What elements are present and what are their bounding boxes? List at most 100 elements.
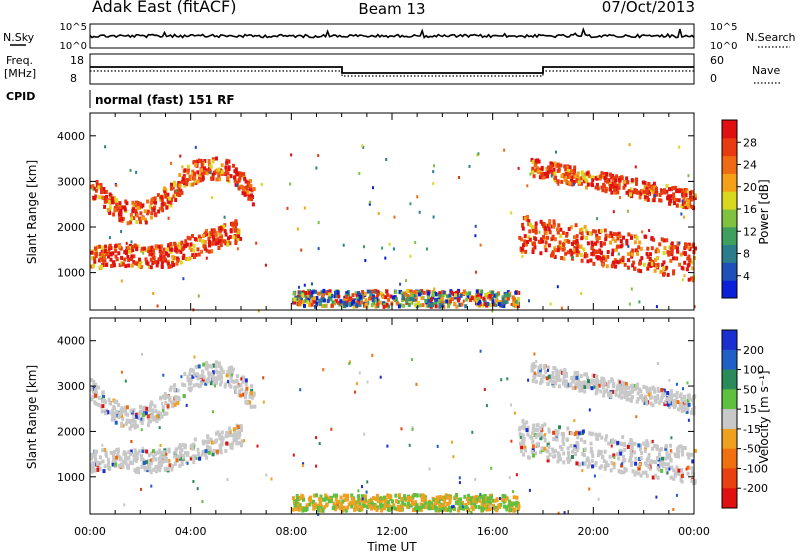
data-cell — [93, 454, 97, 459]
data-cell — [377, 498, 381, 502]
data-cell — [336, 503, 339, 507]
data-cell — [355, 382, 358, 386]
data-cell — [175, 261, 179, 266]
data-cell — [290, 153, 293, 157]
data-cell — [201, 239, 204, 244]
data-cell — [623, 447, 627, 452]
data-cell — [127, 258, 131, 263]
data-cell — [594, 432, 598, 437]
data-cell — [491, 504, 495, 509]
data-cell — [552, 167, 556, 172]
data-cell — [319, 508, 323, 513]
data-cell — [593, 250, 597, 255]
data-cell — [473, 502, 477, 507]
colorbar-tick-label: 28 — [743, 136, 757, 149]
data-cell — [643, 400, 647, 405]
data-cell — [403, 291, 407, 296]
data-cell — [585, 372, 588, 377]
data-cell — [199, 177, 203, 182]
data-cell — [133, 425, 137, 430]
data-cell — [117, 403, 121, 408]
data-cell — [343, 304, 347, 309]
data-cell — [387, 304, 391, 309]
data-cell — [490, 466, 493, 470]
data-cell — [465, 507, 469, 512]
data-cell — [422, 290, 426, 295]
data-cell — [430, 303, 434, 308]
data-cell — [205, 455, 209, 460]
data-cell — [531, 250, 535, 254]
data-cell — [453, 301, 457, 306]
data-cell — [181, 165, 184, 169]
data-cell — [448, 299, 452, 304]
data-cell — [140, 428, 143, 432]
data-cell — [160, 244, 163, 249]
data-cell — [306, 300, 310, 305]
data-cell — [639, 447, 642, 452]
data-cell — [209, 230, 213, 235]
data-cell — [523, 234, 527, 239]
data-cell — [486, 504, 490, 509]
data-cell — [658, 400, 662, 405]
data-cell — [302, 506, 306, 511]
data-cell — [691, 260, 695, 265]
data-cell — [211, 157, 215, 162]
data-cell — [125, 241, 128, 245]
freq-trace — [90, 66, 694, 74]
data-cell — [633, 234, 637, 239]
data-cell — [155, 416, 159, 421]
data-cell — [571, 250, 575, 255]
data-cell — [612, 453, 616, 458]
data-cell — [540, 377, 544, 382]
data-cell — [219, 228, 223, 233]
data-cell — [229, 384, 233, 389]
data-cell — [682, 188, 686, 193]
data-cell — [583, 447, 587, 452]
data-cell — [135, 458, 138, 463]
data-cell — [693, 479, 697, 483]
data-cell — [150, 245, 154, 250]
data-cell — [515, 495, 519, 500]
data-cell — [168, 196, 172, 201]
data-cell — [135, 219, 139, 224]
data-cell — [460, 302, 464, 307]
data-cell — [569, 225, 573, 230]
data-cell — [203, 166, 207, 171]
data-cell — [630, 395, 634, 400]
data-cell — [645, 401, 649, 406]
data-cell — [683, 274, 686, 278]
data-cell — [352, 304, 356, 309]
data-cell — [517, 504, 521, 509]
data-cell — [629, 187, 633, 192]
colorbar-tick-label: 200 — [743, 344, 764, 357]
data-cell — [465, 291, 469, 296]
data-cell — [203, 246, 207, 251]
data-cell — [630, 439, 634, 444]
data-cell — [598, 432, 602, 437]
data-cell — [136, 451, 140, 456]
data-cell — [125, 201, 129, 206]
data-cell — [609, 468, 613, 473]
data-cell — [293, 500, 296, 505]
data-cell — [196, 179, 200, 184]
data-cell — [629, 462, 633, 467]
data-cell — [572, 247, 576, 252]
data-cell — [534, 379, 538, 384]
data-cell — [162, 411, 166, 416]
data-cell — [585, 253, 589, 258]
data-cell — [400, 503, 404, 508]
data-cell — [609, 240, 613, 245]
data-cell — [300, 506, 304, 511]
freq-label-2: [MHz] — [4, 67, 36, 80]
data-cell — [627, 258, 631, 263]
data-cell — [342, 493, 346, 498]
data-cell — [625, 238, 629, 243]
data-cell — [379, 496, 383, 501]
data-cell — [104, 263, 108, 267]
data-cell — [647, 388, 651, 393]
data-cell — [606, 250, 610, 254]
data-cell — [157, 257, 161, 262]
data-cell — [148, 408, 151, 413]
data-cell — [537, 239, 541, 244]
data-cell — [176, 395, 180, 400]
